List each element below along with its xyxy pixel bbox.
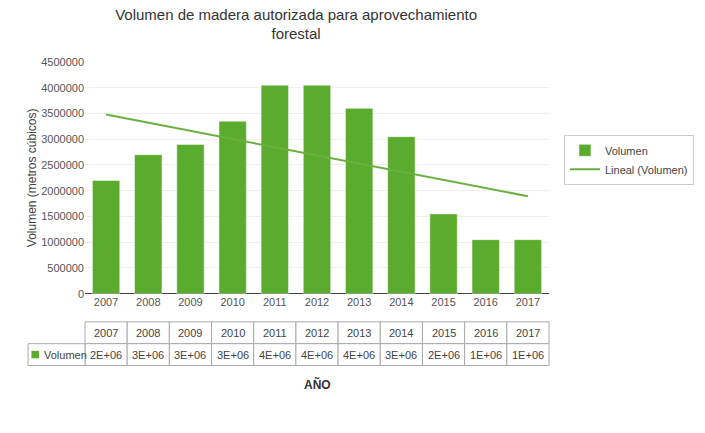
svg-text:Volumen: Volumen — [44, 349, 87, 361]
svg-text:2014: 2014 — [389, 327, 413, 339]
svg-text:2016: 2016 — [474, 327, 498, 339]
svg-text:1000000: 1000000 — [41, 236, 84, 248]
svg-text:3E+06: 3E+06 — [217, 349, 249, 361]
svg-text:4000000: 4000000 — [41, 82, 84, 94]
svg-text:2013: 2013 — [347, 327, 371, 339]
svg-text:2008: 2008 — [136, 327, 160, 339]
svg-text:2000000: 2000000 — [41, 185, 84, 197]
svg-text:1E+06: 1E+06 — [470, 349, 502, 361]
svg-text:2009: 2009 — [178, 296, 202, 308]
svg-text:500000: 500000 — [47, 262, 84, 274]
svg-text:2012: 2012 — [305, 327, 329, 339]
svg-text:2015: 2015 — [431, 296, 455, 308]
svg-text:2010: 2010 — [221, 327, 245, 339]
svg-text:2007: 2007 — [94, 327, 118, 339]
svg-text:3E+06: 3E+06 — [132, 349, 164, 361]
svg-text:4500000: 4500000 — [41, 56, 84, 68]
svg-text:Volumen de madera autorizada p: Volumen de madera autorizada para aprove… — [115, 6, 477, 43]
svg-text:2010: 2010 — [220, 296, 244, 308]
svg-text:2E+06: 2E+06 — [90, 349, 122, 361]
svg-text:2011: 2011 — [263, 296, 287, 308]
svg-text:2011: 2011 — [263, 327, 287, 339]
svg-text:3E+06: 3E+06 — [174, 349, 206, 361]
svg-text:2007: 2007 — [94, 296, 118, 308]
svg-text:4E+06: 4E+06 — [301, 349, 333, 361]
svg-text:Volumen: Volumen — [605, 145, 648, 157]
svg-text:1500000: 1500000 — [41, 210, 84, 222]
svg-text:2013: 2013 — [347, 296, 371, 308]
svg-text:0: 0 — [78, 288, 84, 300]
svg-text:2016: 2016 — [473, 296, 497, 308]
svg-text:2008: 2008 — [136, 296, 160, 308]
svg-text:3000000: 3000000 — [41, 133, 84, 145]
svg-text:Volumen (metros cúbicos): Volumen (metros cúbicos) — [25, 108, 39, 247]
svg-text:2017: 2017 — [516, 327, 540, 339]
svg-text:Lineal (Volumen): Lineal (Volumen) — [605, 164, 688, 176]
svg-text:3E+06: 3E+06 — [385, 349, 417, 361]
svg-text:2009: 2009 — [178, 327, 202, 339]
svg-text:1E+06: 1E+06 — [512, 349, 544, 361]
svg-text:2017: 2017 — [516, 296, 540, 308]
svg-text:2500000: 2500000 — [41, 159, 84, 171]
svg-text:2014: 2014 — [389, 296, 413, 308]
svg-text:3500000: 3500000 — [41, 107, 84, 119]
svg-text:4E+06: 4E+06 — [259, 349, 291, 361]
svg-text:AÑO: AÑO — [304, 377, 331, 392]
svg-text:2015: 2015 — [432, 327, 456, 339]
svg-text:2E+06: 2E+06 — [428, 349, 460, 361]
svg-text:2012: 2012 — [305, 296, 329, 308]
svg-text:4E+06: 4E+06 — [343, 349, 375, 361]
